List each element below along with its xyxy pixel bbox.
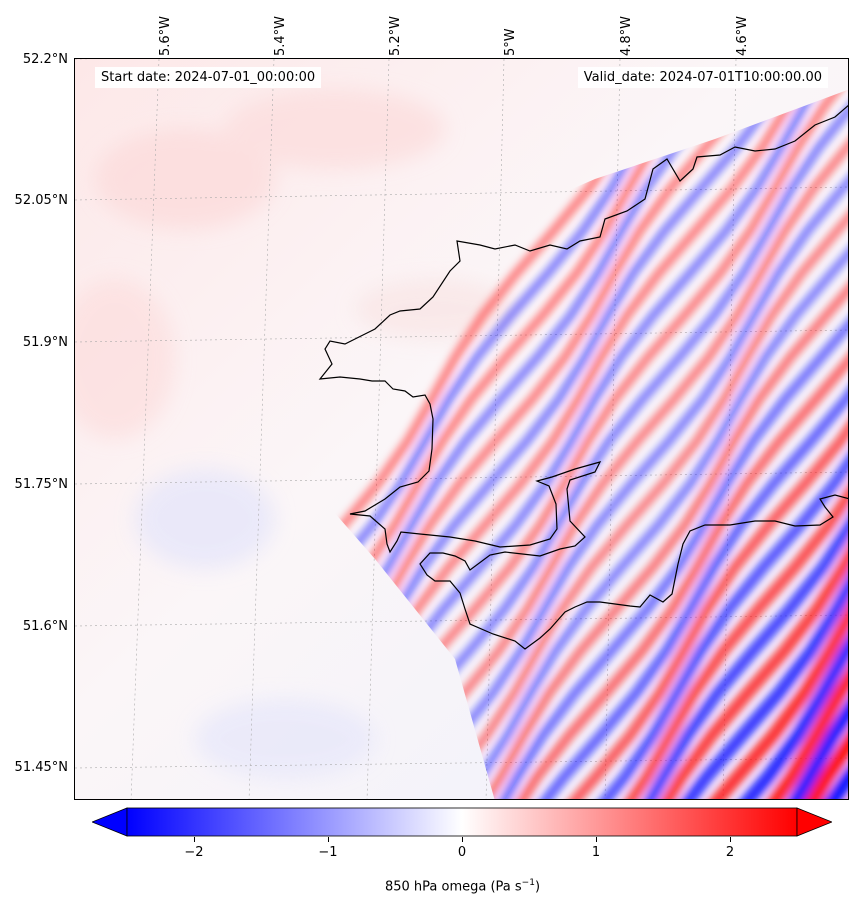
lon-label-5-6w: 5.6°W <box>158 15 173 56</box>
omega-band <box>525 89 848 799</box>
lat-label-51-75n: 51.75°N <box>14 477 68 492</box>
colorbar-tick-label: −1 <box>318 845 338 860</box>
lon-label-4-6w: 4.6°W <box>735 15 750 56</box>
omega-band <box>668 89 848 799</box>
lon-label-5w: 5°W <box>503 28 518 56</box>
colorbar-tick-label: 0 <box>457 845 467 860</box>
colorbar-tick-label: 1 <box>591 845 601 860</box>
lat-label-51-9n: 51.9°N <box>22 335 68 350</box>
omega-band <box>489 89 848 799</box>
colorbar-extend-low <box>90 807 128 837</box>
omega-band <box>650 89 848 799</box>
start-date-label: Start date: 2024-07-01_00:00:00 <box>95 67 322 88</box>
colorbar-tickmark <box>596 837 597 842</box>
lat-label-51-6n: 51.6°N <box>22 619 68 634</box>
colorbar-tickmark <box>194 837 195 842</box>
omega-band <box>443 89 848 799</box>
lat-label-52-2n: 52.2°N <box>22 52 68 67</box>
colorbar-label: 850 hPa omega (Pa s−1) <box>384 878 541 895</box>
coastline <box>318 104 848 650</box>
colorbar-tickmark <box>462 837 463 842</box>
omega-band <box>613 89 848 799</box>
colorbar <box>90 806 834 838</box>
colorbar-tickmark <box>328 837 329 842</box>
lon-label-5-2w: 5.2°W <box>388 15 403 56</box>
colorbar-extend-high <box>796 807 834 837</box>
omega-band <box>360 89 848 799</box>
colorbar-tick-label: 2 <box>725 845 735 860</box>
omega-band <box>694 89 848 799</box>
colorbar-body <box>126 807 798 837</box>
valid-date-label: Valid_date: 2024-07-01T10:00:00.00 <box>577 67 828 88</box>
omega-field-map <box>75 59 848 799</box>
colorbar-svg <box>90 807 834 837</box>
omega-band <box>470 89 848 799</box>
lon-label-5-4w: 5.4°W <box>273 15 288 56</box>
map-panel[interactable]: Start date: 2024-07-01_00:00:00 Valid_da… <box>74 58 849 800</box>
lat-label-52-05n: 52.05°N <box>14 193 68 208</box>
omega-band <box>505 89 848 799</box>
omega-band <box>382 89 848 799</box>
lon-label-4-8w: 4.8°W <box>619 15 634 56</box>
omega-band <box>725 89 848 799</box>
omega-band <box>634 89 848 799</box>
colorbar-tick-label: −2 <box>184 845 204 860</box>
lat-label-51-45n: 51.45°N <box>14 760 68 775</box>
omega-band <box>412 89 848 799</box>
omega-band <box>553 89 848 799</box>
colorbar-tickmark <box>730 837 731 842</box>
omega-band <box>584 89 848 799</box>
